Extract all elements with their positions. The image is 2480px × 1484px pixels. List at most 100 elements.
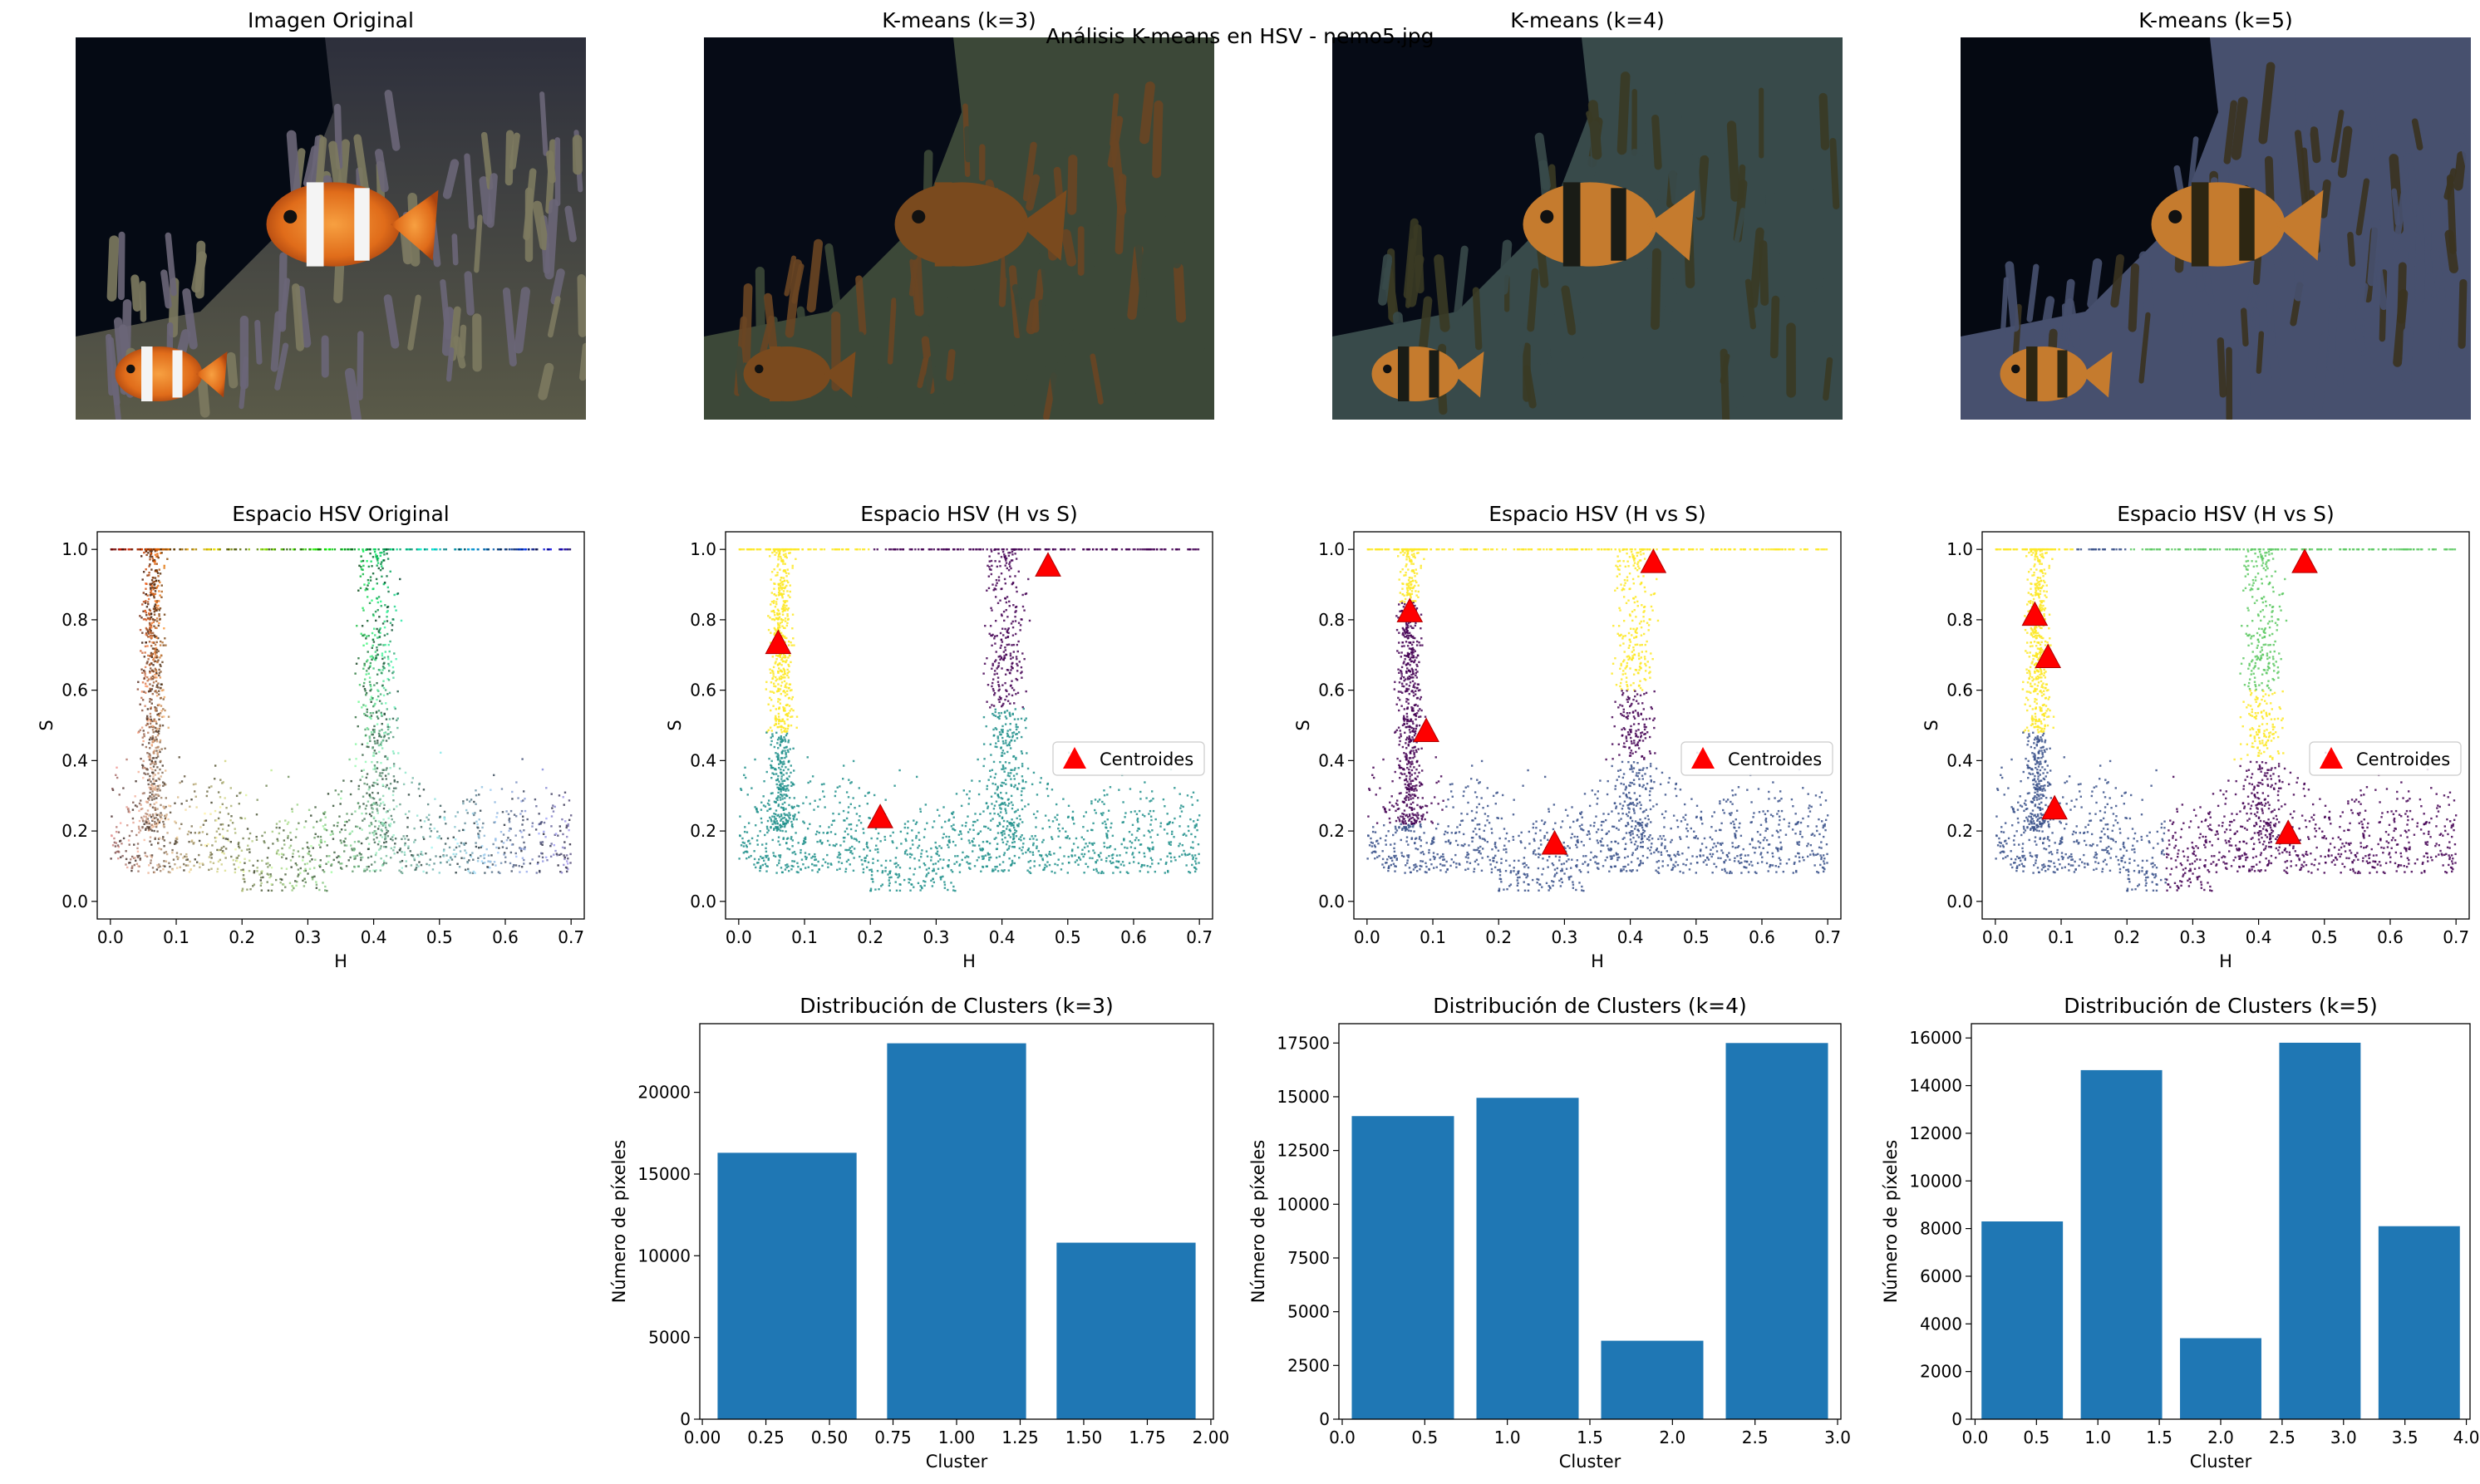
scatter-point bbox=[784, 801, 786, 804]
scatter-point bbox=[385, 846, 387, 848]
scatter-point bbox=[375, 619, 377, 622]
scatter-point bbox=[1003, 869, 1006, 872]
scatter-point bbox=[1056, 813, 1059, 817]
scatter-point bbox=[414, 838, 416, 842]
scatter-point bbox=[906, 832, 909, 835]
scatter-point bbox=[365, 635, 368, 638]
scatter-point bbox=[157, 584, 160, 587]
scatter-point bbox=[175, 867, 179, 869]
scatter-point bbox=[855, 839, 859, 842]
scatter-point bbox=[150, 744, 154, 747]
scatter-point bbox=[331, 548, 333, 551]
scatter-point bbox=[156, 713, 159, 716]
scatter-point bbox=[521, 758, 524, 760]
scatter-point bbox=[142, 740, 145, 743]
scatter-point bbox=[145, 827, 147, 830]
scatter-point bbox=[947, 888, 949, 892]
scatter-point bbox=[1011, 845, 1014, 848]
scatter-point bbox=[791, 845, 794, 848]
scatter-point bbox=[1021, 799, 1023, 802]
scatter-point bbox=[561, 846, 564, 849]
scatter-point bbox=[495, 816, 498, 818]
scatter-point bbox=[175, 838, 179, 841]
scatter-point bbox=[367, 672, 370, 675]
scatter-point bbox=[1010, 824, 1012, 827]
scatter-point bbox=[773, 828, 775, 831]
scatter-point bbox=[1021, 752, 1024, 755]
scatter-point bbox=[1001, 869, 1003, 872]
anemone-tentacle bbox=[2336, 253, 2346, 311]
scatter-point bbox=[240, 849, 244, 852]
scatter-point bbox=[345, 865, 348, 867]
scatter-point bbox=[405, 865, 407, 867]
scatter-point bbox=[388, 808, 391, 811]
scatter-point bbox=[234, 871, 237, 874]
scatter-point bbox=[442, 849, 445, 853]
scatter-point bbox=[347, 548, 350, 551]
scatter-point bbox=[230, 855, 233, 858]
scatter-point bbox=[314, 806, 317, 808]
scatter-point bbox=[960, 833, 962, 835]
scatter-point bbox=[948, 818, 951, 821]
scatter-point bbox=[379, 833, 382, 837]
scatter-point bbox=[782, 590, 785, 592]
scatter-point bbox=[813, 864, 816, 867]
scatter-point bbox=[1184, 854, 1187, 857]
scatter-point bbox=[1008, 821, 1011, 824]
anemone-tentacle bbox=[197, 376, 210, 418]
scatter-point bbox=[163, 839, 166, 842]
y-tick-label: 0.6 bbox=[62, 681, 88, 700]
scatter-point bbox=[511, 790, 514, 794]
scatter-point bbox=[344, 828, 347, 832]
scatter-point bbox=[787, 663, 790, 666]
scatter-point bbox=[996, 672, 998, 675]
scatter-point bbox=[389, 570, 391, 573]
scatter-point bbox=[381, 801, 385, 803]
scatter-point bbox=[1150, 818, 1153, 822]
anemone-tentacle bbox=[2304, 91, 2315, 140]
scatter-point bbox=[1001, 548, 1003, 551]
scatter-point bbox=[127, 808, 130, 811]
scatter-point bbox=[361, 775, 364, 778]
scatter-point bbox=[156, 553, 159, 555]
scatter-point bbox=[267, 873, 270, 876]
scatter-point bbox=[130, 867, 133, 869]
scatter-point bbox=[308, 853, 310, 856]
scatter-point bbox=[780, 725, 783, 728]
scatter-point bbox=[1192, 791, 1195, 794]
scatter-point bbox=[158, 693, 160, 695]
scatter-point bbox=[158, 674, 160, 677]
scatter-point bbox=[164, 814, 166, 818]
y-tick-label: 1.0 bbox=[62, 539, 88, 559]
scatter-point bbox=[983, 662, 987, 665]
scatter-point bbox=[142, 600, 145, 603]
scatter-point bbox=[145, 819, 147, 823]
scatter-point bbox=[366, 619, 369, 622]
scatter-point bbox=[496, 548, 499, 551]
anemone-tentacle bbox=[333, 103, 343, 170]
scatter-point bbox=[343, 844, 347, 847]
scatter-point bbox=[1143, 548, 1145, 551]
scatter-point bbox=[152, 725, 155, 728]
anemone-tentacle bbox=[1012, 365, 1029, 407]
scatter-point bbox=[302, 847, 304, 850]
scatter-point bbox=[141, 736, 144, 739]
scatter-point bbox=[210, 785, 213, 788]
scatter-point bbox=[1163, 828, 1166, 831]
scatter-point bbox=[779, 725, 781, 728]
scatter-point bbox=[376, 723, 379, 725]
scatter-point bbox=[554, 833, 556, 837]
scatter-point bbox=[159, 741, 161, 744]
scatter-point bbox=[1001, 740, 1005, 743]
scatter-point bbox=[764, 833, 766, 837]
scatter-point bbox=[255, 835, 258, 838]
scatter-point bbox=[785, 866, 788, 869]
scatter-point bbox=[782, 774, 785, 776]
scatter-point bbox=[502, 842, 505, 844]
anemone-tentacle bbox=[1587, 100, 1602, 160]
scatter-point bbox=[134, 804, 137, 807]
scatter-point bbox=[160, 552, 163, 554]
scatter-point bbox=[1015, 756, 1017, 759]
scatter-point bbox=[244, 857, 246, 861]
scatter-point bbox=[286, 823, 289, 825]
